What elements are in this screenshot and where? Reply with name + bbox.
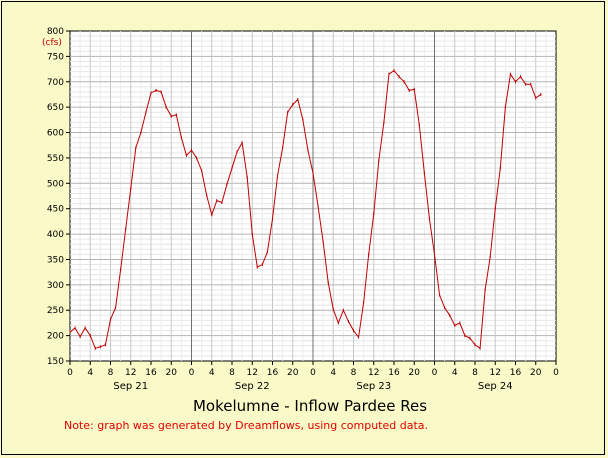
y-tick-label: 400 bbox=[47, 230, 64, 240]
day-label: Sep 22 bbox=[235, 381, 270, 392]
chart-title: Mokelumne - Inflow Pardee Res bbox=[193, 397, 427, 415]
x-tick-label: 0 bbox=[553, 368, 559, 378]
x-tick-label: 16 bbox=[145, 368, 157, 378]
y-axis-ticks: 150 200 250 300 350 400 450 500 550 600 650 700 750 8… bbox=[47, 27, 70, 367]
major-gridlines bbox=[70, 31, 556, 361]
x-tick-label: 8 bbox=[108, 368, 114, 378]
x-tick-label: 20 bbox=[166, 368, 178, 378]
y-tick-label: 650 bbox=[47, 103, 64, 113]
y-tick-label: 350 bbox=[47, 255, 64, 265]
y-tick-label: 700 bbox=[47, 78, 64, 88]
x-tick-label: 8 bbox=[472, 368, 478, 378]
x-tick-label: 16 bbox=[510, 368, 522, 378]
x-tick-label: 0 bbox=[432, 368, 438, 378]
y-tick-label: 500 bbox=[47, 179, 64, 189]
x-tick-label: 0 bbox=[189, 368, 195, 378]
y-tick-label: 150 bbox=[47, 357, 64, 367]
x-tick-label: 12 bbox=[247, 368, 258, 378]
day-label: Sep 23 bbox=[356, 381, 391, 392]
x-tick-label: 8 bbox=[351, 368, 357, 378]
y-tick-label: 600 bbox=[47, 129, 64, 139]
day-label: Sep 21 bbox=[113, 381, 148, 392]
x-tick-label: 4 bbox=[452, 368, 458, 378]
x-axis-day-labels: Sep 21 Sep 22 Sep 23 Sep 24 bbox=[113, 381, 512, 392]
x-tick-label: 20 bbox=[287, 368, 299, 378]
x-tick-label: 4 bbox=[87, 368, 93, 378]
x-tick-label: 20 bbox=[530, 368, 542, 378]
y-tick-label: 750 bbox=[47, 52, 64, 62]
series-group bbox=[69, 69, 542, 350]
day-label: Sep 24 bbox=[478, 381, 513, 392]
x-axis-ticks: 0 4 8 12 16 20 0 4 8 12 16 20 0 4 8 12 16 20 0 4 8 12 16 20 0 bbox=[67, 361, 559, 378]
x-tick-label: 4 bbox=[209, 368, 215, 378]
y-tick-label: 450 bbox=[47, 205, 64, 215]
y-tick-label: 800 bbox=[47, 27, 64, 37]
x-tick-label: 12 bbox=[490, 368, 501, 378]
x-tick-label: 0 bbox=[310, 368, 316, 378]
x-tick-label: 12 bbox=[368, 368, 379, 378]
x-tick-label: 16 bbox=[267, 368, 279, 378]
y-tick-label: 550 bbox=[47, 154, 64, 164]
x-tick-label: 0 bbox=[67, 368, 73, 378]
y-tick-label: 200 bbox=[47, 332, 64, 342]
y-axis-unit: (cfs) bbox=[42, 38, 62, 48]
y-tick-label: 250 bbox=[47, 306, 64, 316]
x-tick-label: 12 bbox=[125, 368, 136, 378]
x-tick-label: 16 bbox=[388, 368, 400, 378]
series-line bbox=[69, 69, 542, 350]
x-tick-label: 20 bbox=[409, 368, 421, 378]
x-tick-label: 8 bbox=[229, 368, 235, 378]
x-tick-label: 4 bbox=[330, 368, 336, 378]
chart-note: Note: graph was generated by Dreamflows,… bbox=[64, 419, 428, 432]
y-tick-label: 300 bbox=[47, 281, 64, 291]
